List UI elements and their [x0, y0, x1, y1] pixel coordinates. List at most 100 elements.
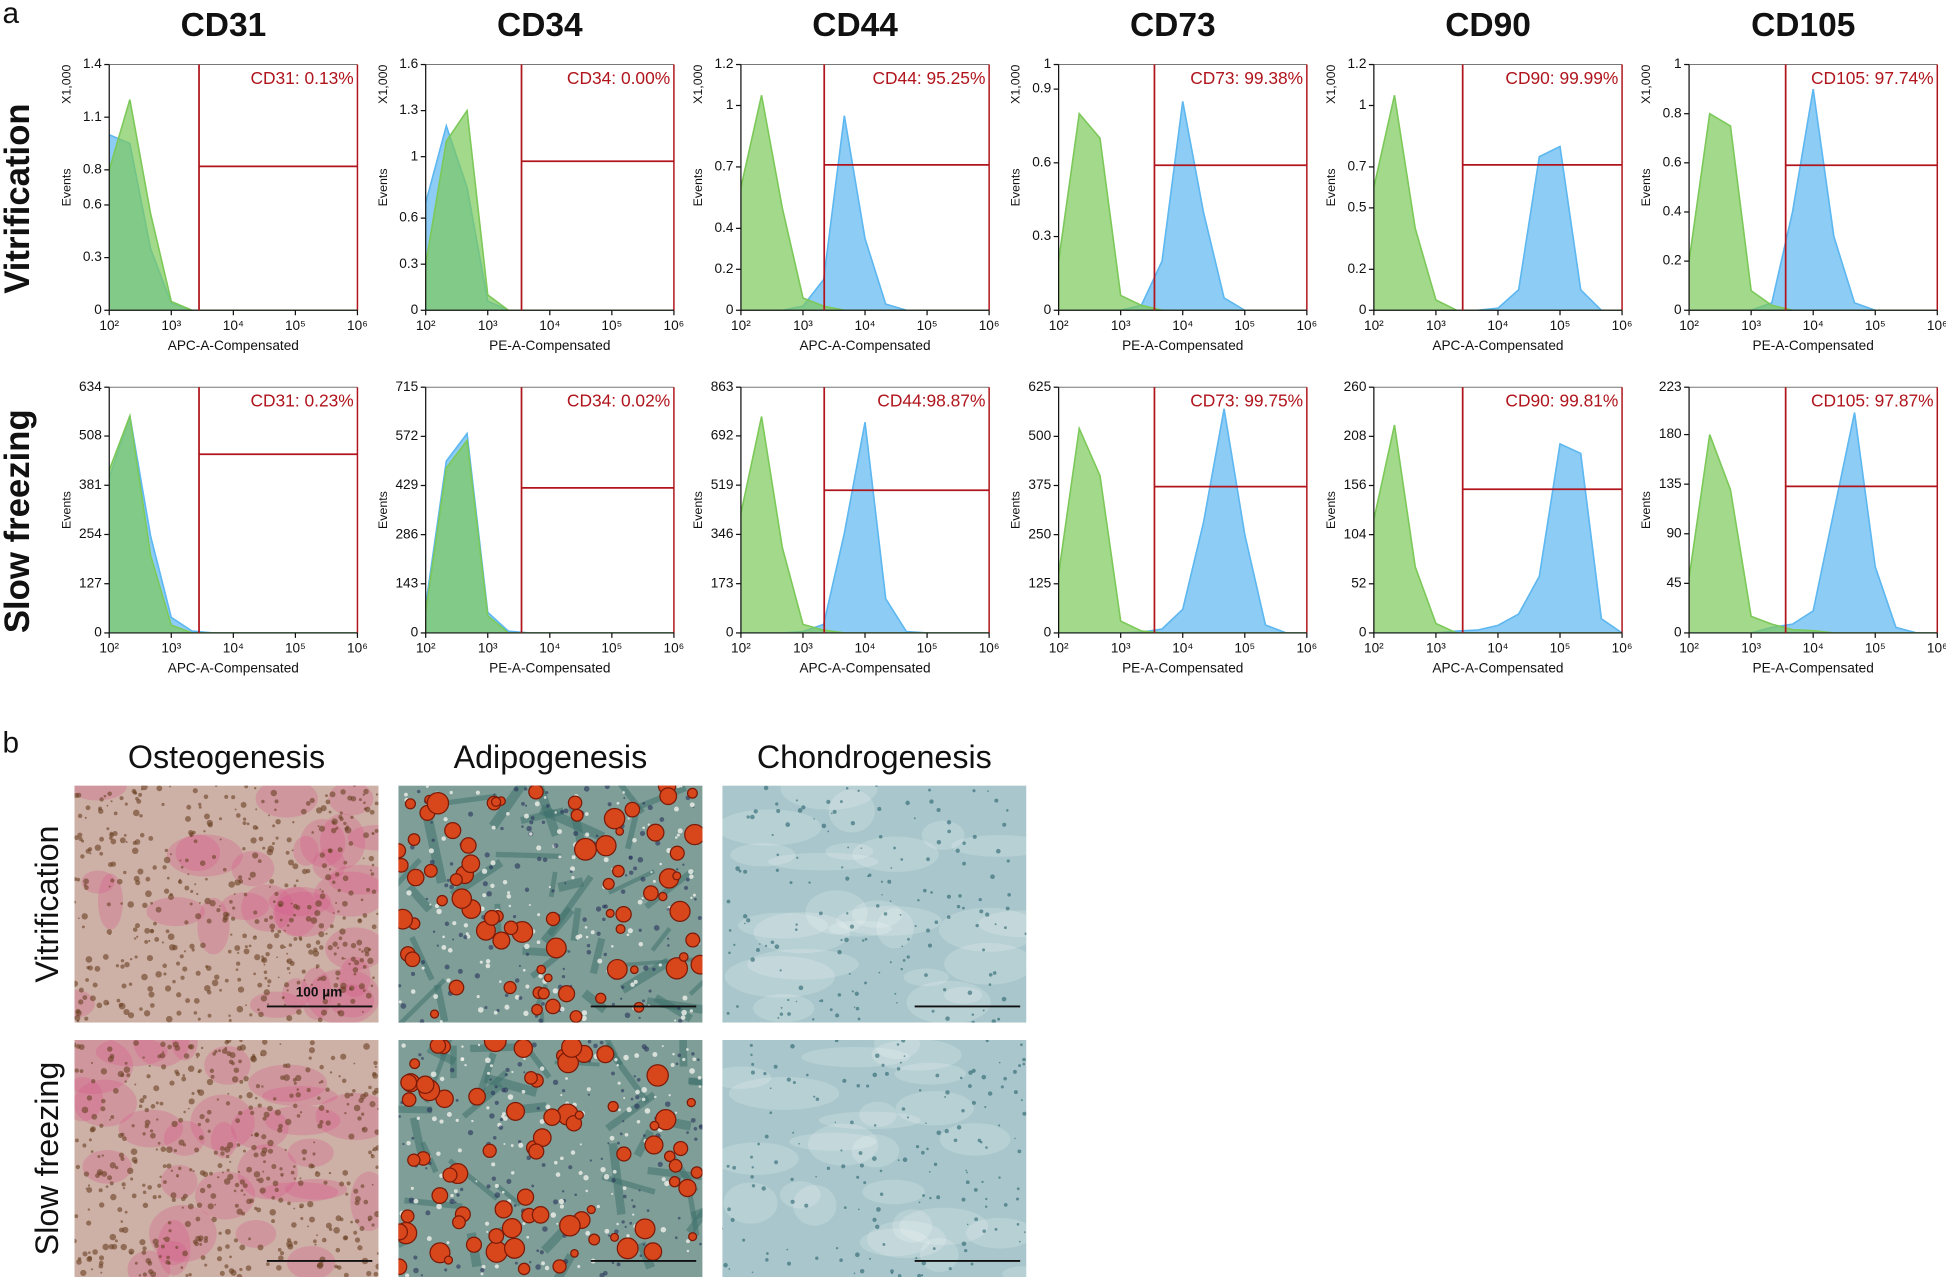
y-axis-label: Events	[1009, 491, 1023, 529]
mineral-dot	[221, 1048, 228, 1054]
mineral-dot	[262, 1170, 265, 1173]
mineral-dot	[123, 834, 127, 837]
nucleus-dot	[998, 1176, 1001, 1179]
granule	[482, 881, 488, 887]
mineral-dot	[329, 791, 336, 798]
y-tick-label: 0.8	[1663, 105, 1682, 120]
mineral-dot	[200, 942, 206, 949]
mineral-dot	[110, 1115, 115, 1119]
histogram	[1689, 88, 1938, 311]
mineral-dot	[144, 1107, 150, 1113]
granule	[492, 1135, 497, 1140]
mineral-dot	[120, 1156, 125, 1161]
nucleus-dot	[936, 807, 941, 813]
mineral-dot	[204, 1235, 209, 1240]
mineral-dot	[296, 1009, 302, 1015]
lipid-droplet	[501, 1217, 523, 1239]
lipid-droplet	[644, 1135, 664, 1155]
matrix-shade	[851, 1134, 900, 1168]
granule	[607, 802, 612, 807]
granule	[496, 1008, 500, 1013]
mineral-dot	[332, 941, 338, 947]
mineral-dot	[368, 1085, 372, 1090]
lipid-droplet	[569, 1010, 583, 1023]
mineral-dot	[376, 912, 379, 916]
granule	[587, 1039, 592, 1044]
row-label: Vitrification	[0, 103, 37, 293]
lipid-droplet	[570, 808, 584, 822]
nucleus-dot	[873, 1124, 877, 1127]
granule	[561, 1190, 565, 1193]
nucleus-dot	[965, 1180, 970, 1185]
mineral-dot	[305, 868, 311, 874]
nucleus-dot	[835, 1247, 839, 1250]
y-tick-label: 0.9	[1032, 81, 1051, 96]
granule	[616, 1222, 619, 1226]
nucleus-dot	[726, 899, 731, 904]
mineral-dot	[284, 1118, 292, 1126]
area-outline	[1689, 434, 1938, 633]
mineral-dot	[311, 831, 315, 834]
mineral-dot	[117, 1070, 124, 1078]
mineral-dot	[98, 806, 103, 811]
granule	[674, 1019, 677, 1022]
granule	[454, 1201, 457, 1204]
y-axis-label: Events	[691, 491, 705, 529]
granule	[624, 874, 628, 877]
mineral-dot	[99, 1202, 105, 1208]
mineral-dot	[74, 1045, 76, 1048]
mineral-dot	[184, 815, 191, 822]
granule	[657, 1161, 663, 1167]
mineral-dot	[293, 1165, 296, 1168]
histogram	[740, 416, 990, 633]
granule	[449, 884, 455, 890]
mineral-dot	[224, 1264, 229, 1269]
mineral-dot	[85, 956, 93, 963]
mineral-dot	[260, 995, 268, 1002]
granule	[436, 944, 439, 947]
mineral-dot	[267, 979, 272, 984]
nucleus-dot	[977, 1138, 982, 1143]
mineral-dot	[361, 950, 364, 953]
nucleus-dot	[961, 1197, 966, 1202]
mineral-dot	[371, 1223, 375, 1227]
nucleus-dot	[751, 1062, 755, 1066]
mineral-dot	[275, 819, 281, 825]
granule	[498, 1125, 504, 1130]
nucleus-dot	[917, 899, 920, 902]
mineral-dot	[246, 1166, 253, 1173]
y-tick-label: 1.6	[399, 56, 418, 71]
lipid-droplet	[442, 1167, 458, 1183]
lipid-droplet	[482, 1143, 497, 1158]
mineral-dot	[375, 793, 379, 796]
mineral-dot	[358, 983, 365, 990]
granule	[545, 791, 549, 795]
granule	[620, 1088, 625, 1093]
y-tick-label: 173	[711, 575, 734, 590]
nucleus-dot	[906, 955, 910, 959]
nucleus-dot	[915, 1257, 918, 1260]
nucleus-dot	[834, 1039, 839, 1043]
mineral-dot	[342, 916, 346, 920]
panel-label: b	[3, 726, 20, 759]
mineral-dot	[261, 1085, 264, 1088]
mineral-dot	[139, 1239, 146, 1246]
granule	[508, 904, 512, 908]
lipid-droplet	[685, 932, 701, 948]
mineral-dot	[301, 1148, 308, 1155]
nucleus-dot	[907, 937, 910, 941]
granule	[635, 1089, 640, 1095]
cell-streak	[557, 877, 585, 893]
mineral-dot	[132, 840, 137, 845]
mineral-dot	[285, 850, 290, 855]
area-fill	[1373, 443, 1623, 633]
lipid-droplet	[404, 798, 417, 810]
mineral-dot	[185, 858, 189, 863]
mineral-dot	[226, 1168, 230, 1172]
mineral-dot	[328, 810, 332, 814]
mineral-dot	[346, 1102, 350, 1106]
row-label: Slow freezing	[0, 409, 37, 633]
granule	[488, 865, 494, 870]
granule	[560, 1094, 563, 1097]
lipid-droplet	[545, 911, 561, 927]
